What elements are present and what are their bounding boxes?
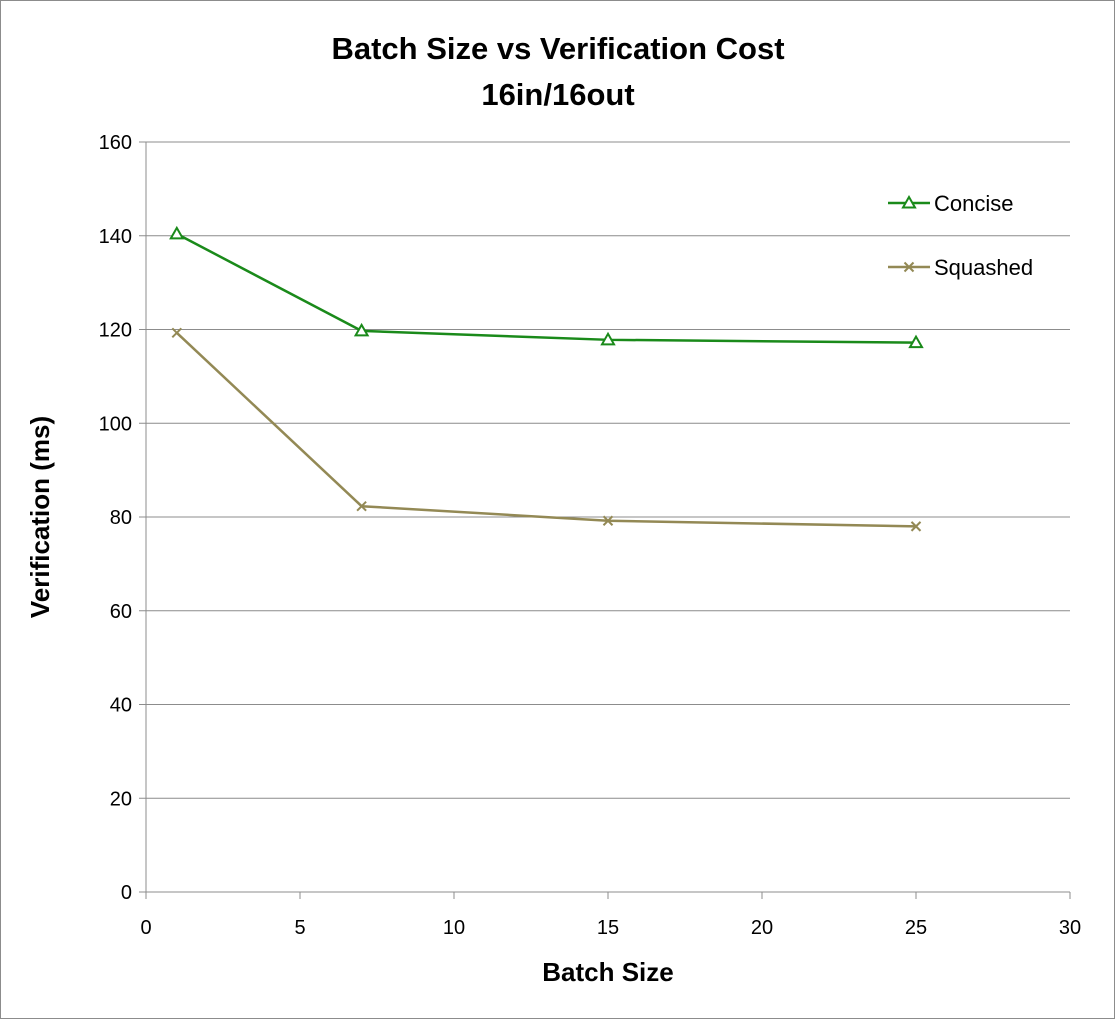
axes: [139, 141, 1071, 899]
y-tick-label: 80: [110, 507, 132, 529]
legend-marker-squashed: [903, 261, 915, 273]
gridlines: [146, 141, 1070, 799]
x-tick-label: 30: [1059, 917, 1081, 939]
y-tick-label: 160: [99, 132, 132, 154]
data-point-concise: [353, 322, 370, 337]
y-tick-label: 60: [110, 601, 132, 623]
legend: Concise Squashed: [888, 191, 1033, 280]
legend-item-concise: Concise: [888, 191, 1013, 216]
x-tick-label: 10: [443, 917, 465, 939]
chart-subtitle: 16in/16out: [481, 77, 634, 112]
x-tick-label: 15: [597, 917, 619, 939]
x-tick-label: 0: [140, 917, 151, 939]
x-tick-label: 25: [905, 917, 927, 939]
x-tick-label: 5: [294, 917, 305, 939]
x-tick-label: 20: [751, 917, 773, 939]
y-tick-label: 140: [99, 226, 132, 248]
y-axis-title: Verification (ms): [25, 416, 55, 618]
y-tick-label: 100: [99, 413, 132, 435]
data-point-squashed: [171, 327, 183, 338]
y-tick-label: 20: [110, 788, 132, 810]
series-line-squashed: [175, 331, 917, 528]
y-tick-labels: 0 20 40 60 80 100 120 140 160: [99, 132, 132, 904]
y-tick-label: 120: [99, 320, 132, 342]
data-point-concise: [169, 225, 185, 240]
data-point-squashed: [356, 501, 367, 512]
data-point-concise: [908, 334, 924, 349]
series-line-concise: [176, 232, 917, 344]
chart-title: Batch Size vs Verification Cost: [331, 31, 784, 66]
y-tick-label: 0: [121, 882, 132, 904]
x-axis-title: Batch Size: [542, 957, 674, 987]
legend-marker-concise: [901, 194, 917, 209]
legend-label-concise: Concise: [934, 191, 1013, 216]
x-tick-labels: 0 5 10 15 20 25 30: [140, 917, 1081, 939]
data-point-squashed: [602, 515, 614, 526]
legend-item-squashed: Squashed: [888, 255, 1033, 280]
data-point-concise: [600, 331, 616, 346]
y-tick-label: 40: [110, 695, 132, 717]
series: [169, 225, 924, 532]
data-point-squashed: [910, 521, 922, 532]
legend-label-squashed: Squashed: [934, 255, 1033, 280]
